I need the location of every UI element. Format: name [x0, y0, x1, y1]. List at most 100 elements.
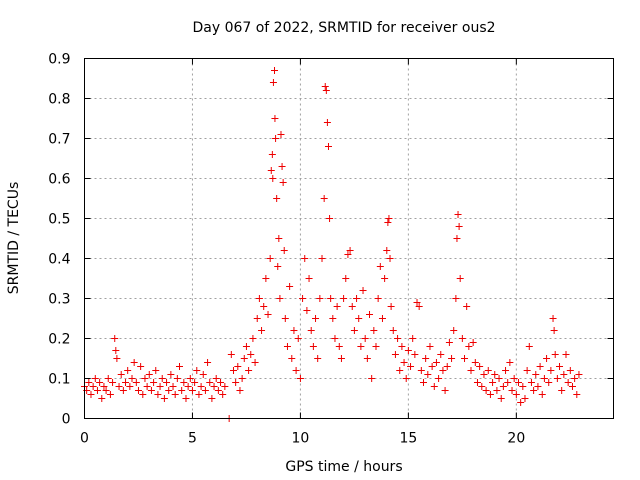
data-point [280, 247, 288, 254]
data-point [316, 295, 324, 302]
data-point [413, 299, 421, 306]
data-point [484, 367, 492, 374]
data-point [556, 363, 564, 370]
data-point [312, 315, 320, 322]
data-point [545, 379, 553, 386]
data-point [96, 379, 104, 386]
data-point [193, 367, 201, 374]
data-point [387, 303, 395, 310]
data-point [260, 303, 268, 310]
data-point [465, 343, 473, 350]
data-point [495, 375, 503, 382]
data-point [350, 327, 358, 334]
data-point [93, 387, 101, 394]
data-point [117, 371, 125, 378]
data-point [156, 383, 164, 390]
data-point [491, 371, 499, 378]
data-point [314, 355, 322, 362]
data-point [353, 295, 361, 302]
data-point [273, 195, 281, 202]
data-point [486, 391, 494, 398]
data-point [141, 375, 149, 382]
data-point [435, 375, 443, 382]
data-point [288, 355, 296, 362]
data-point [238, 375, 246, 382]
data-point [441, 387, 449, 394]
data-point [374, 295, 382, 302]
data-point [269, 175, 277, 182]
data-point [102, 387, 110, 394]
data-point [510, 375, 518, 382]
data-point [478, 383, 486, 390]
data-point [276, 295, 284, 302]
data-point [453, 235, 461, 242]
y-tick-label: 0.6 [48, 172, 70, 188]
data-point [324, 143, 332, 150]
data-point [186, 375, 194, 382]
data-point [266, 255, 274, 262]
data-point [322, 87, 330, 94]
data-point [454, 211, 462, 218]
data-point [415, 303, 423, 310]
x-tick-label: 10 [292, 431, 310, 447]
y-axis-title: SRMTID / TECUs [6, 182, 22, 295]
data-point [327, 295, 335, 302]
data-point [154, 391, 162, 398]
data-point [396, 367, 404, 374]
data-point [519, 383, 527, 390]
data-point [281, 315, 289, 322]
data-point [274, 263, 282, 270]
data-point [147, 387, 155, 394]
data-point [212, 375, 220, 382]
plot-frame [84, 58, 614, 419]
data-point [394, 335, 402, 342]
data-point [173, 375, 181, 382]
data-point [199, 371, 207, 378]
data-point [112, 347, 120, 354]
data-point [389, 327, 397, 334]
data-point [467, 367, 475, 374]
data-point [234, 363, 242, 370]
data-point [219, 391, 227, 398]
data-point [278, 163, 286, 170]
data-point [126, 383, 134, 390]
data-point [197, 383, 205, 390]
data-point [180, 379, 188, 386]
x-axis-title: GPS time / hours [285, 459, 402, 475]
data-point [497, 395, 505, 402]
data-point [424, 371, 432, 378]
data-point [167, 371, 175, 378]
y-tick-label: 0.1 [48, 372, 70, 388]
data-point [502, 367, 510, 374]
data-point [269, 79, 277, 86]
data-point [277, 131, 285, 138]
data-point [272, 135, 280, 142]
data-point [217, 379, 225, 386]
data-point [493, 387, 501, 394]
data-point [208, 395, 216, 402]
data-point [87, 391, 95, 398]
data-point [346, 247, 354, 254]
data-point [100, 383, 108, 390]
data-point [407, 363, 415, 370]
data-point [381, 275, 389, 282]
data-point [422, 355, 430, 362]
data-point [476, 363, 484, 370]
y-tick-label: 0 [62, 412, 71, 428]
data-point [296, 375, 304, 382]
data-point [348, 303, 356, 310]
data-point [391, 351, 399, 358]
data-point [456, 275, 464, 282]
data-point [275, 235, 283, 242]
data-point [566, 367, 574, 374]
data-point [247, 351, 255, 358]
data-point [271, 67, 279, 74]
data-point [333, 303, 341, 310]
y-tick-label: 0.7 [48, 132, 70, 148]
data-point [376, 263, 384, 270]
data-point [558, 387, 566, 394]
data-point [113, 355, 121, 362]
data-point [320, 195, 328, 202]
data-point [188, 387, 196, 394]
data-point [489, 379, 497, 386]
